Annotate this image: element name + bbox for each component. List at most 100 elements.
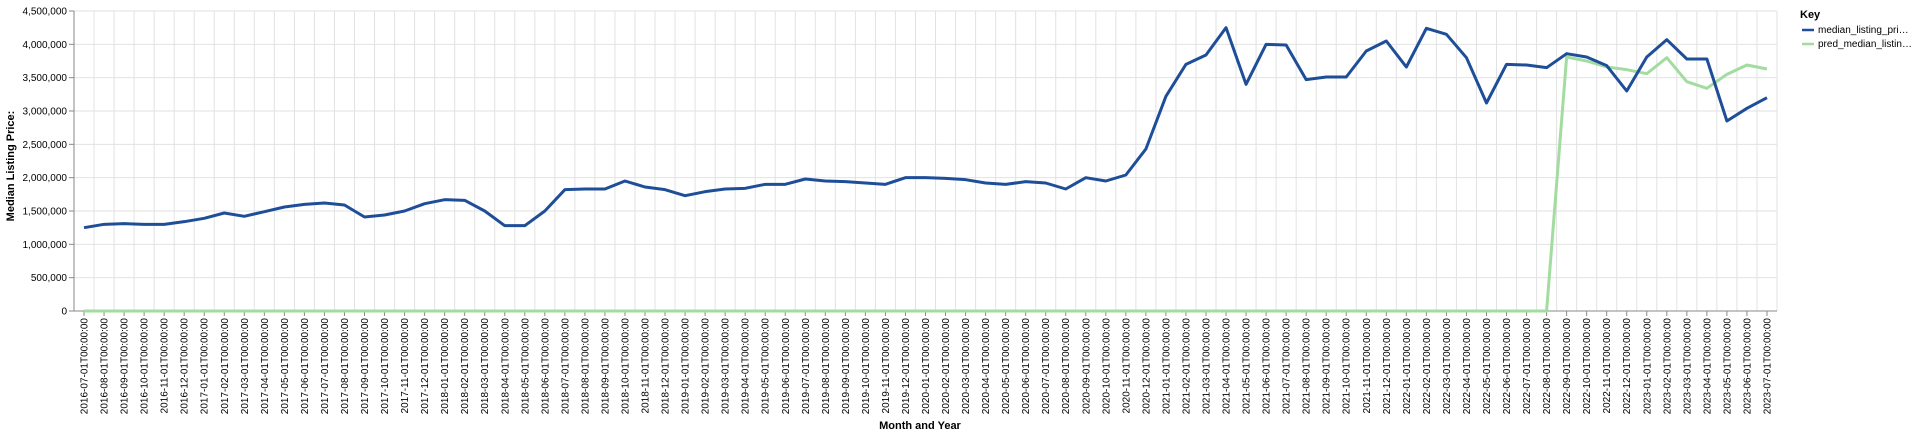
x-tick-label: 2021-11-01T00:00:00 xyxy=(1362,318,1373,414)
x-tick-label: 2022-10-01T00:00:00 xyxy=(1582,318,1593,415)
x-tick-label: 2021-03-01T00:00:00 xyxy=(1201,318,1212,415)
y-tick-label: 1,500,000 xyxy=(23,207,68,218)
y-tick-label: 500,000 xyxy=(31,273,68,284)
x-tick-label: 2021-04-01T00:00:00 xyxy=(1222,318,1233,415)
x-tick-label: 2018-10-01T00:00:00 xyxy=(620,318,631,415)
x-tick-label: 2019-01-01T00:00:00 xyxy=(681,318,692,415)
x-tick-label: 2017-03-01T00:00:00 xyxy=(240,318,251,415)
x-tick-label: 2021-02-01T00:00:00 xyxy=(1181,318,1192,415)
x-tick-label: 2021-10-01T00:00:00 xyxy=(1342,318,1353,415)
x-tick-label: 2022-05-01T00:00:00 xyxy=(1482,318,1493,415)
x-tick-label: 2021-08-01T00:00:00 xyxy=(1302,318,1313,415)
x-tick-label: 2020-06-01T00:00:00 xyxy=(1021,318,1032,415)
x-tick-label: 2020-07-01T00:00:00 xyxy=(1041,318,1052,415)
x-tick-label: 2018-12-01T00:00:00 xyxy=(661,318,672,415)
x-tick-label: 2019-07-01T00:00:00 xyxy=(801,318,812,415)
x-tick-label: 2016-12-01T00:00:00 xyxy=(180,318,191,415)
gridlines xyxy=(73,10,1778,312)
x-tick-label: 2018-05-01T00:00:00 xyxy=(520,318,531,415)
series-line xyxy=(83,26,1768,230)
x-tick-label: 2020-05-01T00:00:00 xyxy=(1001,318,1012,415)
x-tick-label: 2017-05-01T00:00:00 xyxy=(280,318,291,415)
x-tick-label: 2020-11-01T00:00:00 xyxy=(1121,318,1132,414)
x-tick-label: 2022-02-01T00:00:00 xyxy=(1422,318,1433,415)
x-tick-label: 2018-06-01T00:00:00 xyxy=(540,318,551,415)
y-tick-label: 0 xyxy=(61,307,67,318)
x-tick-label: 2019-06-01T00:00:00 xyxy=(781,318,792,415)
x-tick-label: 2022-01-01T00:00:00 xyxy=(1402,318,1413,415)
x-axis-title: Month and Year xyxy=(879,420,961,432)
x-tick-label: 2016-07-01T00:00:00 xyxy=(80,318,91,415)
x-tick-label: 2016-09-01T00:00:00 xyxy=(120,318,131,415)
series-lines xyxy=(83,26,1768,313)
x-tick-label: 2020-10-01T00:00:00 xyxy=(1101,318,1112,415)
x-tick-label: 2017-09-01T00:00:00 xyxy=(360,318,371,415)
x-tick-label: 2020-12-01T00:00:00 xyxy=(1141,318,1152,415)
x-tick-label: 2017-07-01T00:00:00 xyxy=(320,318,331,415)
y-tick-label: 3,000,000 xyxy=(23,107,68,118)
x-tick-label: 2017-12-01T00:00:00 xyxy=(420,318,431,415)
x-tick-label: 2023-04-01T00:00:00 xyxy=(1702,318,1713,415)
x-tick-label: 2018-03-01T00:00:00 xyxy=(480,318,491,415)
x-tick-label: 2018-08-01T00:00:00 xyxy=(580,318,591,415)
x-tick-label: 2023-06-01T00:00:00 xyxy=(1742,318,1753,415)
x-tick-label: 2018-02-01T00:00:00 xyxy=(460,318,471,415)
series-line xyxy=(84,55,1768,313)
x-tick-label: 2019-08-01T00:00:00 xyxy=(821,318,832,415)
x-tick-label: 2020-03-01T00:00:00 xyxy=(961,318,972,415)
x-tick-label: 2019-05-01T00:00:00 xyxy=(761,318,772,415)
x-tick-label: 2021-07-01T00:00:00 xyxy=(1282,318,1293,415)
x-tick-label: 2018-01-01T00:00:00 xyxy=(440,318,451,415)
x-tick-label: 2022-07-01T00:00:00 xyxy=(1522,318,1533,415)
x-tick-label: 2017-06-01T00:00:00 xyxy=(300,318,311,415)
x-tick-label: 2019-09-01T00:00:00 xyxy=(841,318,852,415)
x-tick-label: 2020-02-01T00:00:00 xyxy=(941,318,952,415)
y-tick-labels: 0 500,000 1,000,000 1,500,000 2,000,000 2,500… xyxy=(23,7,68,318)
x-tick-label: 2019-03-01T00:00:00 xyxy=(721,318,732,415)
x-tick-label: 2019-10-01T00:00:00 xyxy=(861,318,872,415)
x-tick-label: 2023-07-01T00:00:00 xyxy=(1762,318,1773,415)
x-tick-label: 2017-11-01T00:00:00 xyxy=(400,318,411,414)
x-tick-label: 2021-05-01T00:00:00 xyxy=(1242,318,1253,415)
x-tick-label: 2018-07-01T00:00:00 xyxy=(560,318,571,415)
y-tick-label: 4,000,000 xyxy=(23,40,68,51)
x-tick-label: 2018-04-01T00:00:00 xyxy=(500,318,511,415)
x-tick-label: 2020-08-01T00:00:00 xyxy=(1061,318,1072,415)
x-tick-label: 2018-11-01T00:00:00 xyxy=(641,318,652,414)
legend: Key median_listing_pri… pred_median_listi… xyxy=(1800,9,1912,50)
x-tick-label: 2017-10-01T00:00:00 xyxy=(380,318,391,415)
y-tick-label: 1,000,000 xyxy=(23,240,68,251)
x-tick-label: 2021-09-01T00:00:00 xyxy=(1322,318,1333,415)
x-tick-label: 2021-06-01T00:00:00 xyxy=(1262,318,1273,415)
x-tick-label: 2019-11-01T00:00:00 xyxy=(881,318,892,414)
y-tick-label: 3,500,000 xyxy=(23,73,68,84)
x-tick-label: 2020-04-01T00:00:00 xyxy=(981,318,992,415)
x-tick-label: 2020-01-01T00:00:00 xyxy=(921,318,932,415)
axes xyxy=(69,10,1777,316)
x-tick-label: 2021-01-01T00:00:00 xyxy=(1161,318,1172,415)
x-tick-label: 2016-08-01T00:00:00 xyxy=(100,318,111,415)
x-tick-label: 2023-01-01T00:00:00 xyxy=(1642,318,1653,415)
x-tick-label: 2023-05-01T00:00:00 xyxy=(1722,318,1733,415)
x-tick-label: 2018-09-01T00:00:00 xyxy=(600,318,611,415)
x-tick-label: 2017-04-01T00:00:00 xyxy=(260,318,271,415)
y-tick-label: 4,500,000 xyxy=(23,7,68,18)
legend-label: pred_median_listin… xyxy=(1818,39,1912,50)
legend-label: median_listing_pri… xyxy=(1818,25,1909,36)
x-tick-label: 2022-11-01T00:00:00 xyxy=(1602,318,1613,414)
x-tick-label: 2022-03-01T00:00:00 xyxy=(1442,318,1453,415)
x-tick-label: 2022-04-01T00:00:00 xyxy=(1462,318,1473,415)
y-tick-label: 2,000,000 xyxy=(23,173,68,184)
x-tick-label: 2023-03-01T00:00:00 xyxy=(1682,318,1693,415)
y-axis-title: Median Listing Price: xyxy=(5,111,17,222)
x-tick-label: 2019-02-01T00:00:00 xyxy=(701,318,712,415)
x-tick-label: 2022-09-01T00:00:00 xyxy=(1562,318,1573,415)
x-tick-label: 2022-08-01T00:00:00 xyxy=(1542,318,1553,415)
x-tick-label: 2019-12-01T00:00:00 xyxy=(901,318,912,415)
x-tick-label: 2022-06-01T00:00:00 xyxy=(1502,318,1513,415)
x-tick-label: 2019-04-01T00:00:00 xyxy=(741,318,752,415)
x-tick-label: 2021-12-01T00:00:00 xyxy=(1382,318,1393,415)
legend-title: Key xyxy=(1800,9,1821,21)
x-tick-label: 2017-08-01T00:00:00 xyxy=(340,318,351,415)
